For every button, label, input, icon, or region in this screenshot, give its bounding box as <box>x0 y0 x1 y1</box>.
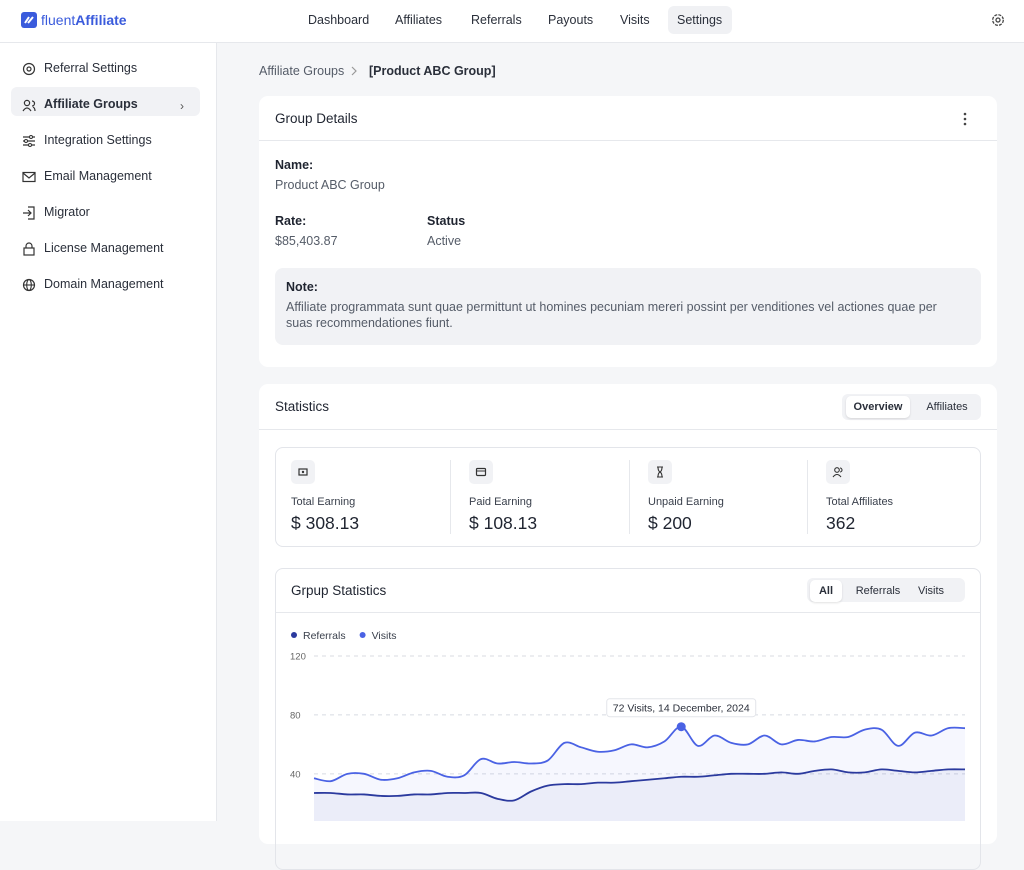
stat-label: Total Earning <box>291 496 356 508</box>
sidebar-icon <box>22 278 36 292</box>
stat-value: $ 108.13 <box>469 513 538 533</box>
sidebar-item[interactable]: Referral Settings <box>44 61 138 75</box>
brand: fluent <box>41 12 76 28</box>
sidebar-item[interactable]: Affiliate Groups <box>44 97 138 111</box>
chevron: › <box>180 99 184 113</box>
sidebar-item[interactable]: License Management <box>44 241 164 255</box>
sidebar-icon <box>22 99 36 112</box>
tab[interactable]: Referrals <box>855 585 901 597</box>
y-tick-label: 120 <box>290 652 306 663</box>
sidebar-item[interactable]: Integration Settings <box>44 133 152 147</box>
tab[interactable]: Visits <box>917 585 945 597</box>
divider <box>276 612 980 613</box>
series-area <box>314 769 965 821</box>
stat-icon <box>475 467 487 477</box>
sidebar-active-bg <box>11 87 200 116</box>
more-menu[interactable] <box>961 111 969 127</box>
stat-value: $ 308.13 <box>291 513 360 533</box>
divider <box>259 429 997 430</box>
stat-label: Paid Earning <box>469 496 532 508</box>
sidebar-icon <box>22 62 36 76</box>
tab[interactable]: All <box>810 580 842 602</box>
group-details-card: Group Details Name: Product ABC Group Ra… <box>259 96 997 367</box>
field-label: Rate: <box>275 214 307 228</box>
tooltip-text: 72 Visits, 14 December, 2024 <box>613 703 750 715</box>
series-line <box>313 725 966 783</box>
field-label: Status <box>427 214 466 228</box>
sidebar-icon <box>23 242 35 256</box>
breadcrumb-link[interactable]: Affiliate Groups <box>259 64 345 78</box>
field-value: Active <box>427 234 462 248</box>
card-title: Statistics <box>275 399 330 414</box>
nav-item[interactable]: Payouts <box>548 13 594 27</box>
tab[interactable]: Overview <box>846 396 910 418</box>
stats-box <box>275 447 981 547</box>
field-label: Name: <box>275 158 314 172</box>
chart: 40 80 120 Referrals Visits 72 Visits, 14 Dece… <box>290 630 966 821</box>
nav-item[interactable]: Settings <box>677 13 723 27</box>
stat-value: 362 <box>826 513 856 533</box>
field-value: Product ABC Group <box>275 178 385 192</box>
top-bar: fluentAffiliate Dashboard Affiliates Refer… <box>0 0 1024 43</box>
sidebar-icon <box>22 171 36 183</box>
stat-divider <box>450 460 451 534</box>
product: Affiliate <box>75 12 127 28</box>
stat-value: $ 200 <box>648 513 692 533</box>
sidebar-item[interactable]: Migrator <box>44 205 90 219</box>
stat-icon <box>657 466 663 478</box>
y-tick-label: 80 <box>290 710 301 721</box>
stat-divider <box>629 460 630 534</box>
field-value: $85,403.87 <box>275 234 338 248</box>
chart-title: Grpup Statistics <box>291 583 387 598</box>
highlight-point <box>676 722 686 732</box>
nav-item[interactable]: Affiliates <box>395 13 443 27</box>
group-statistics-card: Grpup Statistics All Referrals Visits <box>275 568 981 870</box>
legend-marker <box>291 632 297 638</box>
stat-label: Total Affiliates <box>826 496 894 508</box>
sidebar: Referral Settings › Affiliate Groups Integr… <box>0 43 217 821</box>
sidebar-item[interactable]: Domain Management <box>44 277 164 291</box>
nav-item[interactable]: Dashboard <box>308 13 370 27</box>
statistics-card: Statistics Grpup Statistics All Referrals… <box>259 384 997 870</box>
series-area <box>314 726 965 821</box>
stat-icon <box>832 467 843 478</box>
legend-marker <box>359 632 366 638</box>
sidebar-icon <box>23 135 35 147</box>
note-box: Note: Affiliate programmata sunt quae pe… <box>275 268 981 345</box>
nav-item[interactable]: Referrals <box>471 13 522 27</box>
sidebar-item[interactable]: Email Management <box>44 169 152 183</box>
stat-icon <box>298 468 308 476</box>
legend-label: Visits <box>372 630 397 642</box>
note-text: Affiliate programmata sunt quae permittu… <box>286 300 937 330</box>
breadcrumb-current: [Product ABC Group] <box>369 64 496 78</box>
divider <box>259 140 997 141</box>
tooltip-box <box>606 698 757 718</box>
nav-active-bg <box>668 6 732 34</box>
note-label: Note: <box>286 280 318 294</box>
legend-label: Referrals <box>303 630 346 642</box>
card-title: Group Details <box>275 111 358 126</box>
settings-icon[interactable] <box>991 13 1005 27</box>
y-tick-label: 40 <box>290 769 301 780</box>
stat-icon-bg <box>469 460 493 484</box>
tab[interactable]: Affiliates <box>926 401 968 413</box>
series-line <box>313 768 966 802</box>
logo[interactable]: fluentAffiliate <box>41 12 127 28</box>
stat-label: Unpaid Earning <box>648 496 724 508</box>
stat-divider <box>807 460 808 534</box>
sidebar-icon <box>23 206 35 220</box>
breadcrumb-separator <box>351 66 357 76</box>
nav-item[interactable]: Visits <box>620 13 650 27</box>
logo-icon <box>21 12 37 28</box>
